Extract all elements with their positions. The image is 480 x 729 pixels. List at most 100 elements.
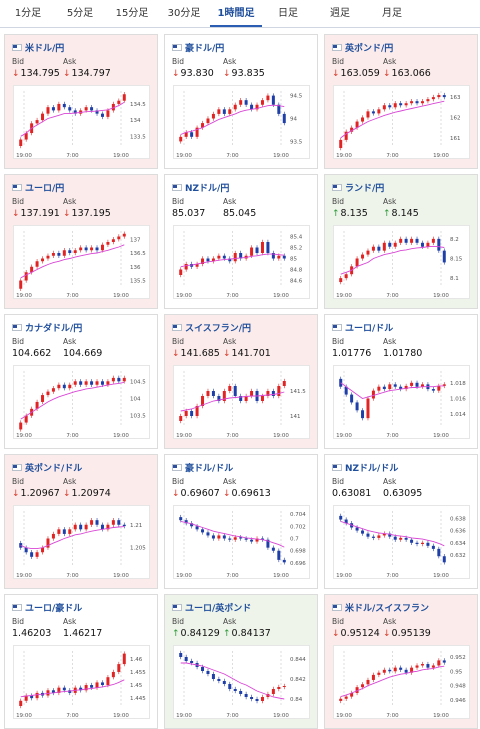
price-chart[interactable]: 19:00 7:00 19:00 0.638 0.636 0.634 0.632 — [333, 505, 470, 579]
price-chart[interactable]: 19:00 7:00 19:00 0.844 0.842 0.84 — [173, 645, 310, 719]
flag-icon — [332, 183, 342, 191]
currency-card[interactable]: ユーロ/ドル Bid Ask 1.01776 1.01780 19:00 7:00 19:00… — [324, 314, 478, 449]
candle-body — [393, 103, 397, 108]
arrow-down-icon: ↓ — [63, 209, 71, 219]
price-chart[interactable]: 19:00 7:00 19:00 134.5 134 133.5 — [13, 85, 150, 159]
currency-card[interactable]: カナダドル/円 Bid Ask 104.662 104.669 19:00 7:00 19:0… — [4, 314, 158, 449]
arrow-down-icon: ↓ — [223, 349, 231, 359]
tab-timeframe[interactable]: 5分足 — [66, 8, 94, 19]
bid-value: 85.037 — [172, 208, 205, 219]
candle-body — [393, 242, 397, 247]
candle-body — [217, 396, 221, 401]
currency-pair-link[interactable]: カナダドル/円 — [25, 323, 83, 334]
x-tick-label: 19:00 — [433, 293, 449, 299]
candle-body — [260, 697, 264, 701]
tab-timeframe[interactable]: 1分足 — [14, 8, 42, 19]
x-tick-label: 7:00 — [226, 433, 239, 439]
currency-card[interactable]: NZドル/ドル Bid Ask 0.63081 0.63095 19:00 7:00 19:0… — [324, 454, 478, 589]
tab-timeframe[interactable]: 週足 — [330, 8, 350, 19]
tab-timeframe[interactable]: 30分足 — [167, 8, 201, 19]
candle-body — [30, 552, 34, 557]
currency-pair-link[interactable]: 英ポンド/ドル — [25, 463, 83, 474]
price-chart[interactable]: 19:00 7:00 19:00 85.4 85.2 85 84.8 84.6 — [173, 225, 310, 299]
currency-pair-link[interactable]: ユーロ/豪ドル — [25, 603, 83, 614]
currency-card[interactable]: 豪ドル/円 Bid Ask ↓93.830 ↓93.835 19:00 7:00 19:00 9… — [164, 34, 318, 169]
currency-pair-link[interactable]: NZドル/円 — [185, 183, 230, 194]
price-chart[interactable]: 19:00 7:00 19:00 1.21 1.205 — [13, 505, 150, 579]
price-chart[interactable]: 19:00 7:00 19:00 163 162 161 — [333, 85, 470, 159]
currency-pair-link[interactable]: 豪ドル/円 — [185, 43, 225, 54]
candle-body — [62, 687, 66, 691]
currency-pair-link[interactable]: ユーロ/円 — [25, 183, 65, 194]
currency-pair-link[interactable]: ユーロ/英ポンド — [185, 603, 252, 614]
bid-value: ↓141.685 — [172, 348, 220, 359]
arrow-down-icon: ↓ — [332, 69, 340, 79]
currency-card[interactable]: ユーロ/豪ドル Bid Ask 1.46203 1.46217 19:00 7:00 19:0… — [4, 594, 158, 729]
candle-body — [79, 247, 83, 251]
price-chart[interactable]: 19:00 7:00 19:00 104.5 104 103.5 — [13, 365, 150, 439]
candle-body — [377, 109, 381, 114]
y-tick-label: 84.8 — [290, 268, 303, 274]
currency-pair-link[interactable]: ランド/円 — [345, 183, 385, 194]
candle-body — [442, 660, 446, 663]
price-chart[interactable]: 19:00 7:00 19:00 1.018 1.016 1.014 — [333, 365, 470, 439]
tab-timeframe[interactable]: 15分足 — [115, 8, 149, 19]
price-chart[interactable]: 19:00 7:00 19:00 1.46 1.455 1.45 1.445 — [13, 645, 150, 719]
candle-body — [271, 547, 275, 551]
y-tick-label: 141.5 — [290, 389, 306, 395]
candle-body — [350, 394, 354, 403]
candle-body — [24, 415, 28, 423]
currency-card[interactable]: 豪ドル/ドル Bid Ask ↓0.69607 ↓0.69613 19:00 7:00 19:… — [164, 454, 318, 589]
price-chart[interactable]: 19:00 7:00 19:00 8.2 8.15 8.1 — [333, 225, 470, 299]
currency-card[interactable]: ユーロ/英ポンド Bid Ask ↑0.84129 ↑0.84137 19:00 7:00 1… — [164, 594, 318, 729]
candle-body — [260, 396, 264, 401]
price-chart[interactable]: 19:00 7:00 19:00 137 136.5 136 135.5 — [13, 225, 150, 299]
currency-pair-link[interactable]: 米ドル/スイスフラン — [345, 603, 430, 614]
candle-body — [366, 533, 370, 537]
currency-card[interactable]: 英ポンド/円 Bid Ask ↓163.059 ↓163.066 19:00 7:00 19:… — [324, 34, 478, 169]
moving-average-line — [20, 679, 125, 698]
bid-value: ↓93.830 — [172, 68, 214, 79]
currency-pair-link[interactable]: 豪ドル/ドル — [185, 463, 234, 474]
currency-card[interactable]: NZドル/円 Bid Ask 85.037 85.045 19:00 7:00 19:00 85… — [164, 174, 318, 309]
candle-body — [388, 242, 392, 247]
price-chart[interactable]: 19:00 7:00 19:00 0.952 0.95 0.948 0.946 — [333, 645, 470, 719]
card-header: NZドル/円 — [172, 181, 230, 194]
candle-body — [244, 396, 248, 401]
candle-body — [244, 538, 248, 540]
currency-pair-link[interactable]: スイスフラン/円 — [185, 323, 252, 334]
currency-pair-link[interactable]: NZドル/ドル — [345, 463, 399, 474]
currency-pair-link[interactable]: 米ドル/円 — [25, 43, 65, 54]
currency-card[interactable]: スイスフラン/円 Bid Ask ↓141.685 ↓141.701 19:00 7:00 1… — [164, 314, 318, 449]
candle-body — [371, 111, 375, 114]
y-tick-label: 0.7 — [290, 537, 299, 543]
price-chart[interactable]: 19:00 7:00 19:00 141.5 141 — [173, 365, 310, 439]
x-tick-label: 19:00 — [433, 433, 449, 439]
currency-pair-link[interactable]: ユーロ/ドル — [345, 323, 394, 334]
candle-body — [437, 385, 441, 391]
tab-timeframe[interactable]: 月足 — [382, 8, 402, 19]
currency-card[interactable]: 米ドル/スイスフラン Bid Ask ↓0.95124 ↓0.95139 19:00 7:0… — [324, 594, 478, 729]
ask-value: 0.63095 — [383, 488, 422, 499]
y-tick-label: 0.636 — [450, 529, 466, 535]
currency-card[interactable]: ランド/円 Bid Ask ↑8.135 ↑8.145 19:00 7:00 19:00 8.2… — [324, 174, 478, 309]
currency-card[interactable]: ユーロ/円 Bid Ask ↓137.191 ↓137.195 19:00 7:00 19:0… — [4, 174, 158, 309]
price-chart[interactable]: 19:00 7:00 19:00 0.704 0.702 0.7 0.698 0.696 — [173, 505, 310, 579]
candle-body — [260, 242, 264, 253]
candle-body — [355, 527, 359, 531]
price-chart[interactable]: 19:00 7:00 19:00 94.5 94 93.5 — [173, 85, 310, 159]
candle-body — [24, 547, 28, 553]
ask-label: Ask — [63, 337, 77, 346]
currency-pair-link[interactable]: 英ポンド/円 — [345, 43, 394, 54]
tab-timeframe[interactable]: 1時間足 — [210, 0, 262, 27]
candle-body — [388, 105, 392, 108]
y-tick-label: 137 — [130, 237, 141, 243]
chart-svg: 19:00 7:00 19:00 94.5 94 93.5 — [176, 91, 303, 159]
bid-value-text: 0.63081 — [332, 488, 372, 499]
candle-body — [73, 110, 77, 114]
tab-timeframe[interactable]: 日足 — [278, 8, 298, 19]
currency-card[interactable]: 米ドル/円 Bid Ask ↓134.795 ↓134.797 19:00 7:00 19:0… — [4, 34, 158, 169]
candle-body — [442, 556, 446, 563]
currency-card[interactable]: 英ポンド/ドル Bid Ask ↓1.20967 ↓1.20974 19:00 7:00 19… — [4, 454, 158, 589]
candle-body — [228, 386, 232, 391]
